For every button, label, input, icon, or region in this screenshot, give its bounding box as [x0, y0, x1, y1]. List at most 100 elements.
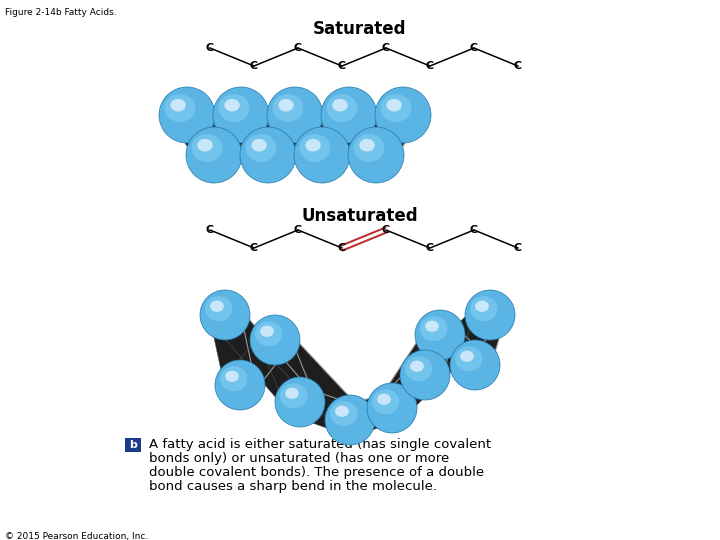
Polygon shape	[199, 105, 256, 165]
Ellipse shape	[425, 321, 439, 332]
Polygon shape	[261, 334, 315, 408]
Ellipse shape	[255, 321, 282, 346]
Text: C: C	[294, 43, 302, 53]
Text: bonds only) or unsaturated (has one or more: bonds only) or unsaturated (has one or m…	[149, 452, 449, 465]
Polygon shape	[253, 105, 310, 165]
Ellipse shape	[410, 361, 424, 372]
Text: C: C	[382, 225, 390, 235]
Ellipse shape	[415, 310, 465, 360]
Polygon shape	[307, 105, 364, 165]
Ellipse shape	[213, 87, 269, 143]
Text: Saturated: Saturated	[313, 20, 407, 38]
Text: double covalent bonds). The presence of a double: double covalent bonds). The presence of …	[149, 466, 484, 479]
Polygon shape	[410, 329, 454, 381]
Text: C: C	[382, 43, 390, 53]
Text: b: b	[129, 440, 137, 450]
Ellipse shape	[400, 350, 450, 400]
Ellipse shape	[325, 395, 375, 445]
Ellipse shape	[210, 301, 224, 312]
Ellipse shape	[225, 370, 239, 382]
Text: C: C	[206, 43, 214, 53]
Ellipse shape	[377, 394, 391, 405]
Ellipse shape	[267, 87, 323, 143]
Ellipse shape	[327, 94, 357, 122]
Ellipse shape	[470, 296, 498, 321]
Ellipse shape	[465, 290, 515, 340]
Ellipse shape	[450, 340, 500, 390]
Ellipse shape	[200, 290, 250, 340]
Ellipse shape	[348, 127, 404, 183]
Text: C: C	[338, 243, 346, 253]
Ellipse shape	[197, 139, 212, 152]
Ellipse shape	[279, 99, 294, 111]
Ellipse shape	[205, 296, 233, 321]
Text: Unsaturated: Unsaturated	[302, 207, 418, 225]
Ellipse shape	[420, 316, 448, 341]
Ellipse shape	[294, 127, 350, 183]
Polygon shape	[379, 327, 453, 416]
Polygon shape	[210, 312, 255, 388]
Ellipse shape	[251, 139, 266, 152]
Ellipse shape	[273, 94, 303, 122]
Ellipse shape	[285, 388, 299, 399]
Ellipse shape	[359, 139, 374, 152]
Ellipse shape	[330, 401, 358, 426]
Ellipse shape	[220, 366, 248, 391]
Text: C: C	[426, 243, 434, 253]
Ellipse shape	[375, 87, 431, 143]
Ellipse shape	[335, 406, 349, 417]
Polygon shape	[346, 393, 396, 435]
Ellipse shape	[405, 356, 433, 381]
Text: C: C	[470, 225, 478, 235]
Ellipse shape	[159, 87, 215, 143]
Ellipse shape	[165, 94, 195, 122]
Ellipse shape	[321, 87, 377, 143]
Text: Figure 2-14b Fatty Acids.: Figure 2-14b Fatty Acids.	[5, 8, 117, 17]
Text: © 2015 Pearson Education, Inc.: © 2015 Pearson Education, Inc.	[5, 532, 148, 540]
FancyBboxPatch shape	[125, 438, 141, 452]
Ellipse shape	[246, 134, 276, 162]
Ellipse shape	[192, 134, 222, 162]
Polygon shape	[460, 310, 505, 369]
Polygon shape	[381, 364, 436, 419]
Ellipse shape	[475, 301, 489, 312]
Polygon shape	[294, 387, 355, 435]
Ellipse shape	[250, 315, 300, 365]
Text: C: C	[338, 61, 346, 71]
Ellipse shape	[455, 346, 482, 372]
Ellipse shape	[387, 99, 402, 111]
Text: C: C	[206, 225, 214, 235]
Ellipse shape	[186, 127, 242, 183]
Polygon shape	[228, 330, 287, 395]
Ellipse shape	[372, 389, 400, 414]
Polygon shape	[264, 329, 361, 430]
Text: C: C	[294, 225, 302, 235]
Polygon shape	[213, 305, 312, 412]
Ellipse shape	[305, 139, 320, 152]
Polygon shape	[430, 323, 485, 377]
Ellipse shape	[381, 94, 411, 122]
Text: C: C	[470, 43, 478, 53]
Ellipse shape	[367, 383, 417, 433]
Ellipse shape	[333, 99, 348, 111]
Ellipse shape	[354, 134, 384, 162]
Ellipse shape	[225, 99, 240, 111]
Ellipse shape	[275, 377, 325, 427]
Ellipse shape	[219, 94, 249, 122]
Polygon shape	[173, 105, 228, 165]
Ellipse shape	[171, 99, 186, 111]
Ellipse shape	[215, 360, 265, 410]
Ellipse shape	[460, 350, 474, 362]
Ellipse shape	[240, 127, 296, 183]
Ellipse shape	[280, 383, 307, 408]
Polygon shape	[361, 105, 418, 165]
Ellipse shape	[300, 134, 330, 162]
Polygon shape	[281, 105, 336, 165]
Text: C: C	[514, 61, 522, 71]
Text: C: C	[426, 61, 434, 71]
Text: C: C	[250, 61, 258, 71]
Polygon shape	[415, 303, 500, 387]
Text: C: C	[250, 243, 258, 253]
Text: C: C	[514, 243, 522, 253]
Text: A fatty acid is either saturated (has single covalent: A fatty acid is either saturated (has si…	[149, 438, 491, 451]
